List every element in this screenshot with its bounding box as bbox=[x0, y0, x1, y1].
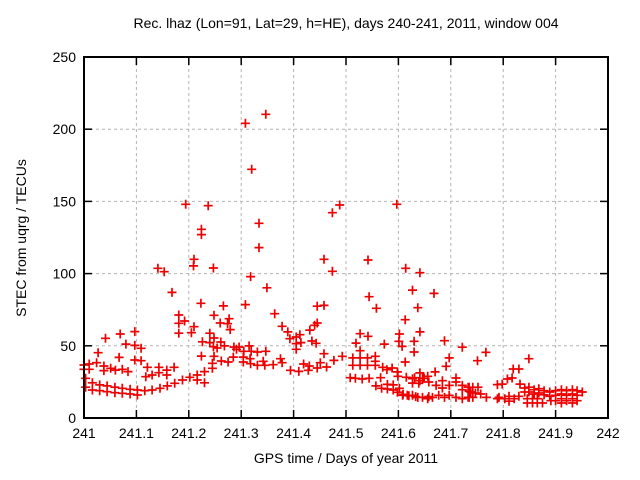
tick-labels: 241 241.1 241.2 241.3 241.4 241.5 241.6 241.7 24… bbox=[53, 49, 620, 441]
grid-lines bbox=[84, 57, 608, 418]
chart-title: Rec. lhaz (Lon=91, Lat=29, h=HE), days 2… bbox=[133, 15, 558, 31]
x-tick-label: 241.7 bbox=[433, 425, 468, 441]
x-tick-label: 242 bbox=[596, 425, 620, 441]
y-tick-label: 250 bbox=[53, 49, 77, 65]
x-tick-label: 241.2 bbox=[171, 425, 206, 441]
y-tick-label: 150 bbox=[53, 193, 77, 209]
x-tick-label: 241.4 bbox=[276, 425, 311, 441]
scatter-plus-markers bbox=[79, 109, 587, 408]
plot-border bbox=[83, 56, 609, 419]
x-axis-label: GPS time / Days of year 2011 bbox=[254, 450, 438, 466]
y-tick-label: 50 bbox=[60, 338, 76, 354]
x-tick-label: 241.1 bbox=[119, 425, 154, 441]
data-points bbox=[79, 109, 587, 408]
x-tick-label: 241.5 bbox=[328, 425, 363, 441]
x-tick-label: 241.6 bbox=[381, 425, 416, 441]
y-tick-label: 0 bbox=[68, 410, 76, 426]
y-tick-label: 100 bbox=[53, 266, 77, 282]
axis-ticks bbox=[83, 56, 609, 419]
x-tick-label: 241.8 bbox=[486, 425, 521, 441]
x-tick-label: 241.3 bbox=[224, 425, 259, 441]
y-tick-label: 200 bbox=[53, 121, 77, 137]
x-tick-label: 241 bbox=[72, 425, 96, 441]
x-tick-label: 241.9 bbox=[538, 425, 573, 441]
y-axis-label: STEC from uqrg / TECUs bbox=[13, 159, 29, 317]
